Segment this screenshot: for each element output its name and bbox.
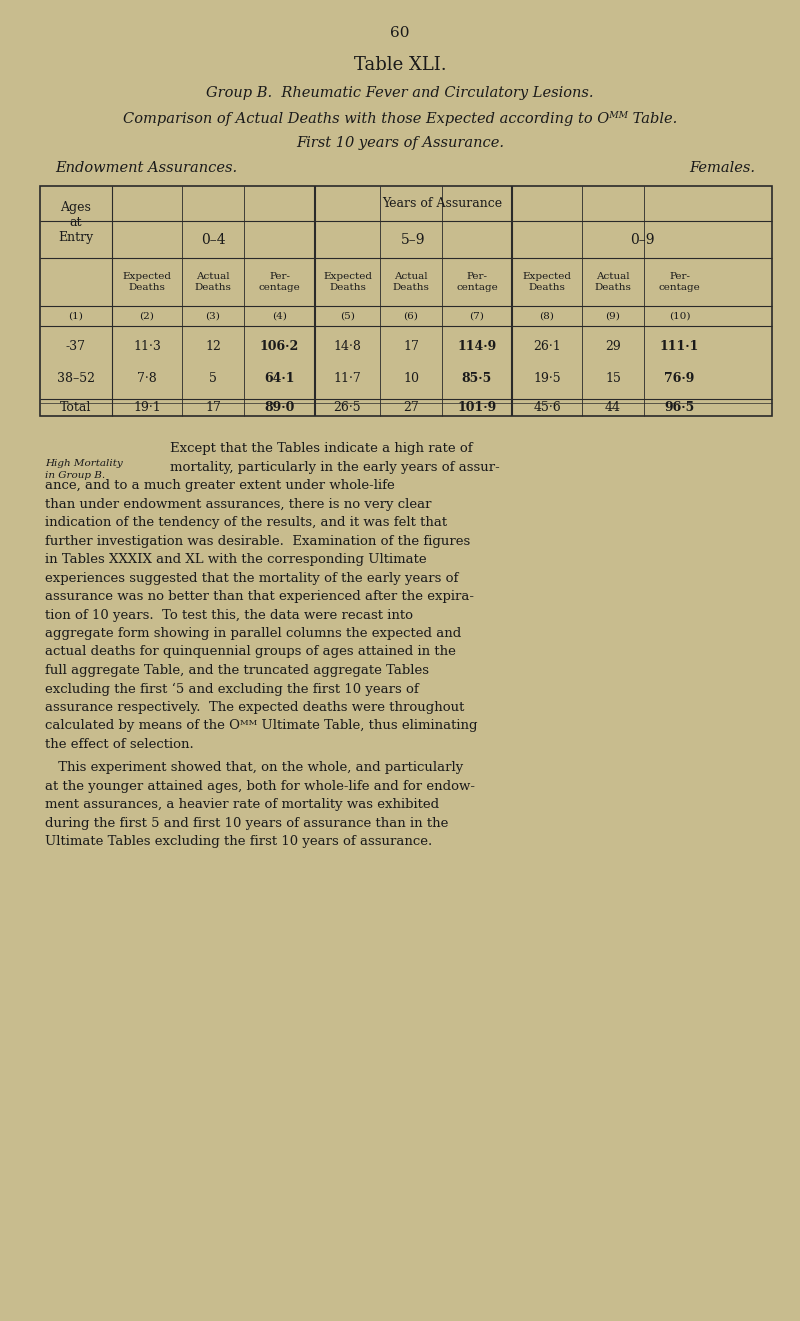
Bar (40, 186, 772, 416)
Text: 5–9: 5–9 (402, 232, 426, 247)
Text: 17: 17 (403, 339, 419, 353)
Text: -37: -37 (66, 339, 86, 353)
Text: indication of the tendency of the results, and it was felt that: indication of the tendency of the result… (45, 517, 447, 528)
Text: First 10 years of Assurance.: First 10 years of Assurance. (296, 136, 504, 151)
Text: High Mortality
in Group B.: High Mortality in Group B. (45, 458, 122, 480)
Text: Per-
centage: Per- centage (456, 272, 498, 292)
Text: Actual
Deaths: Actual Deaths (393, 272, 430, 292)
Text: 10: 10 (403, 373, 419, 384)
Text: than under endowment assurances, there is no very clear: than under endowment assurances, there i… (45, 498, 431, 510)
Text: Expected
Deaths: Expected Deaths (323, 272, 372, 292)
Text: 85·5: 85·5 (462, 373, 492, 384)
Text: Endowment Assurances.: Endowment Assurances. (55, 161, 237, 174)
Text: 19·1: 19·1 (133, 402, 161, 413)
Text: 27: 27 (403, 402, 419, 413)
Text: Actual
Deaths: Actual Deaths (594, 272, 631, 292)
Text: 111·1: 111·1 (660, 339, 699, 353)
Text: 12: 12 (205, 339, 221, 353)
Text: 19·5: 19·5 (533, 373, 561, 384)
Text: assurance respectively.  The expected deaths were throughout: assurance respectively. The expected dea… (45, 701, 464, 713)
Text: (3): (3) (206, 312, 221, 321)
Text: Actual
Deaths: Actual Deaths (194, 272, 231, 292)
Text: Ages
at
Entry: Ages at Entry (58, 201, 94, 243)
Text: 15: 15 (605, 373, 621, 384)
Text: experiences suggested that the mortality of the early years of: experiences suggested that the mortality… (45, 572, 458, 584)
Text: Per-
centage: Per- centage (658, 272, 700, 292)
Text: Per-
centage: Per- centage (258, 272, 300, 292)
Text: 11·7: 11·7 (334, 373, 362, 384)
Text: (6): (6) (403, 312, 418, 321)
Text: 17: 17 (205, 402, 221, 413)
Text: (10): (10) (669, 312, 690, 321)
Text: full aggregate Table, and the truncated aggregate Tables: full aggregate Table, and the truncated … (45, 664, 429, 676)
Text: (5): (5) (340, 312, 355, 321)
Text: (2): (2) (139, 312, 154, 321)
Text: mortality, particularly in the early years of assur-: mortality, particularly in the early yea… (170, 461, 500, 473)
Text: (1): (1) (69, 312, 83, 321)
Text: Expected
Deaths: Expected Deaths (122, 272, 171, 292)
Text: (9): (9) (606, 312, 621, 321)
Text: 96·5: 96·5 (664, 402, 694, 413)
Text: 0–4: 0–4 (201, 232, 226, 247)
Text: 114·9: 114·9 (458, 339, 497, 353)
Text: 106·2: 106·2 (260, 339, 299, 353)
Text: Total: Total (60, 402, 92, 413)
Text: in Tables XXXIX and XL with the corresponding Ultimate: in Tables XXXIX and XL with the correspo… (45, 553, 426, 565)
Text: Group B.  Rheumatic Fever and Circulatory Lesions.: Group B. Rheumatic Fever and Circulatory… (206, 86, 594, 100)
Text: the effect of selection.: the effect of selection. (45, 738, 194, 752)
Text: 26·1: 26·1 (533, 339, 561, 353)
Text: Table XLI.: Table XLI. (354, 55, 446, 74)
Text: assurance was no better than that experienced after the expira-: assurance was no better than that experi… (45, 590, 474, 602)
Text: further investigation was desirable.  Examination of the figures: further investigation was desirable. Exa… (45, 535, 470, 547)
Text: aggregate form showing in parallel columns the expected and: aggregate form showing in parallel colum… (45, 627, 462, 639)
Text: 89·0: 89·0 (264, 402, 294, 413)
Text: ment assurances, a heavier rate of mortality was exhibited: ment assurances, a heavier rate of morta… (45, 798, 439, 811)
Text: 11·3: 11·3 (133, 339, 161, 353)
Text: Years of Assurance: Years of Assurance (382, 197, 502, 210)
Text: (4): (4) (272, 312, 287, 321)
Text: (7): (7) (470, 312, 485, 321)
Text: Expected
Deaths: Expected Deaths (522, 272, 571, 292)
Text: 7·8: 7·8 (137, 373, 157, 384)
Text: 101·9: 101·9 (458, 402, 497, 413)
Text: during the first 5 and first 10 years of assurance than in the: during the first 5 and first 10 years of… (45, 816, 448, 830)
Text: actual deaths for quinquennial groups of ages attained in the: actual deaths for quinquennial groups of… (45, 646, 456, 658)
Text: (8): (8) (539, 312, 554, 321)
Text: 38–52: 38–52 (57, 373, 95, 384)
Text: ance, and to a much greater extent under whole-life: ance, and to a much greater extent under… (45, 480, 394, 491)
Text: 29: 29 (605, 339, 621, 353)
Text: 64·1: 64·1 (264, 373, 294, 384)
Text: at the younger attained ages, both for whole-life and for endow-: at the younger attained ages, both for w… (45, 779, 475, 793)
Text: This experiment showed that, on the whole, and particularly: This experiment showed that, on the whol… (45, 761, 463, 774)
Text: 26·5: 26·5 (334, 402, 362, 413)
Text: calculated by means of the Oᴹᴹ Ultimate Table, thus eliminating: calculated by means of the Oᴹᴹ Ultimate … (45, 720, 478, 733)
Text: Ultimate Tables excluding the first 10 years of assurance.: Ultimate Tables excluding the first 10 y… (45, 835, 432, 848)
Text: 76·9: 76·9 (664, 373, 694, 384)
Text: 44: 44 (605, 402, 621, 413)
Text: tion of 10 years.  To test this, the data were recast into: tion of 10 years. To test this, the data… (45, 609, 413, 621)
Text: 0–9: 0–9 (630, 232, 654, 247)
Text: Except that the Tables indicate a high rate of: Except that the Tables indicate a high r… (170, 443, 473, 454)
Text: 45·6: 45·6 (533, 402, 561, 413)
Text: excluding the first ‘5 and excluding the first 10 years of: excluding the first ‘5 and excluding the… (45, 683, 418, 696)
Text: Comparison of Actual Deaths with those Expected according to Oᴹᴹ Table.: Comparison of Actual Deaths with those E… (123, 111, 677, 125)
Text: Females.: Females. (689, 161, 755, 174)
Text: 5: 5 (209, 373, 217, 384)
Text: 14·8: 14·8 (334, 339, 362, 353)
Text: 60: 60 (390, 26, 410, 40)
